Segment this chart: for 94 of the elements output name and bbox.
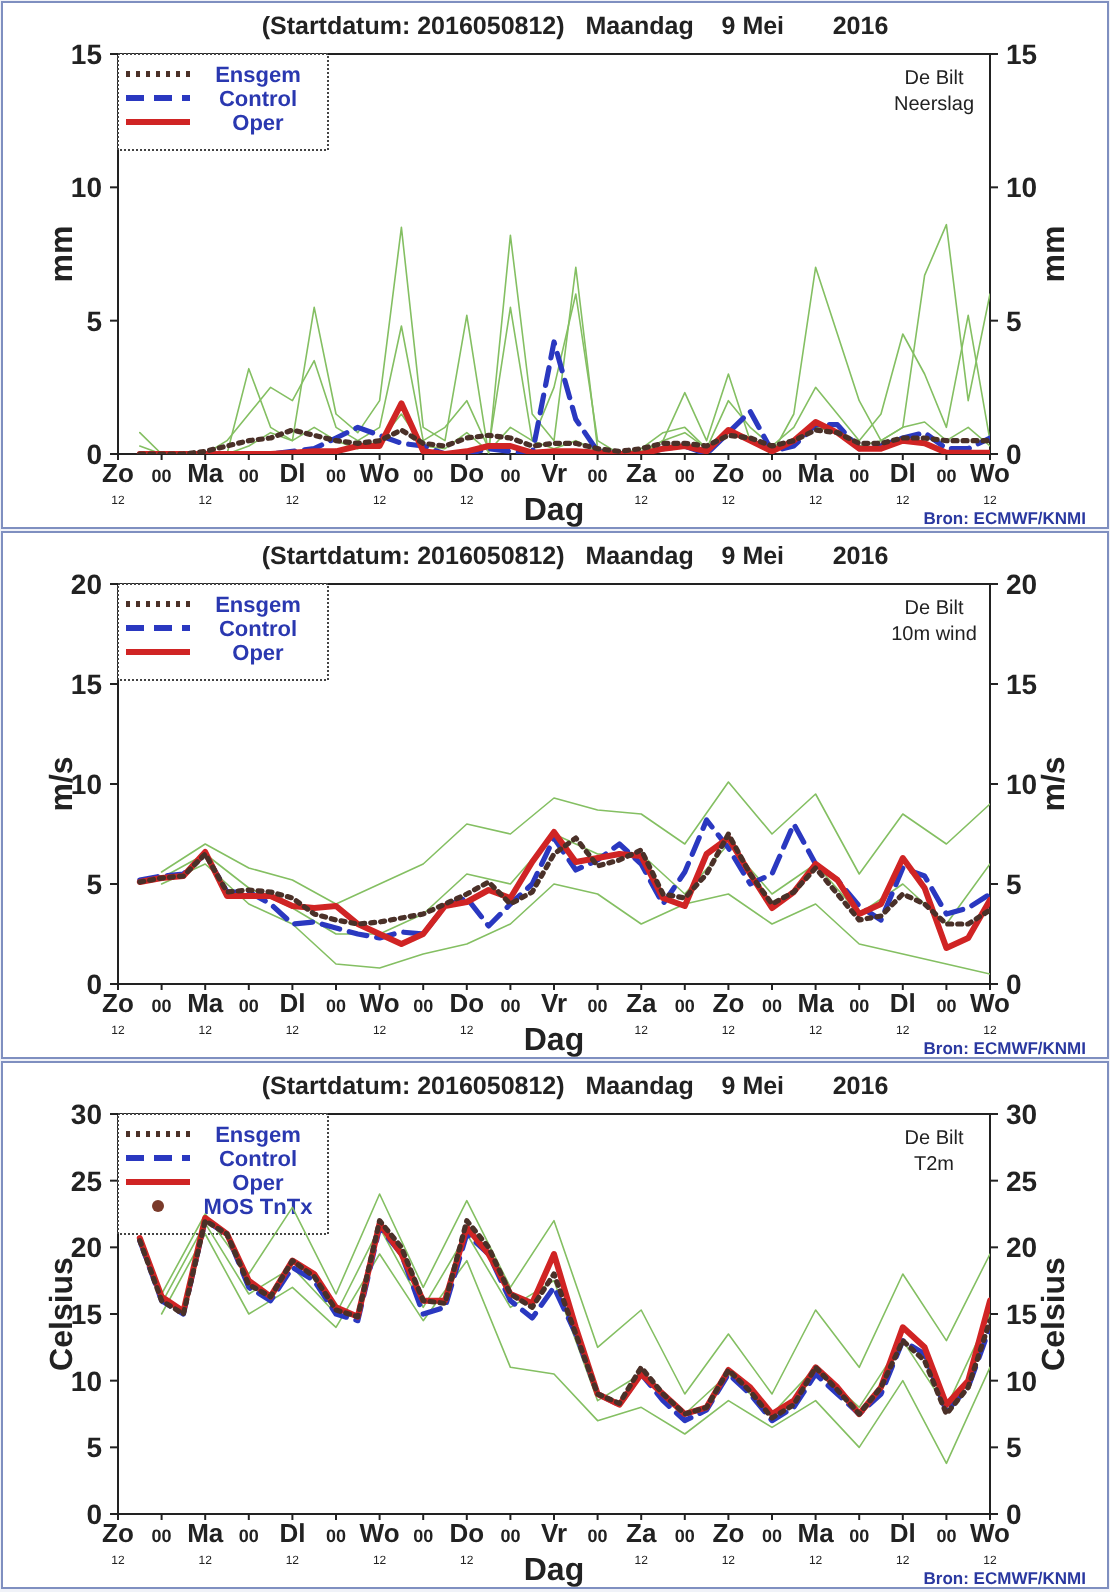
annotation: De Bilt — [904, 68, 964, 90]
y-tick-label: 0 — [86, 968, 103, 1000]
x-tick-label: 00 — [238, 996, 259, 1016]
y-tick-label: 10 — [70, 768, 103, 800]
y2-tick-label: 20 — [1006, 568, 1038, 600]
chart-title: (Startdatum: 2016050812) Maandag 9 Mei 2016 — [261, 542, 889, 570]
x-tick-label: 00 — [936, 466, 957, 486]
y-axis-title: mm — [46, 225, 80, 283]
y-tick-label: 5 — [86, 868, 103, 900]
y2-tick-label: 15 — [1006, 38, 1038, 70]
y-tick-label: 0 — [86, 438, 103, 470]
y2-axis-title: mm — [1038, 225, 1072, 283]
x-tick-label: 00 — [151, 1526, 172, 1546]
y2-tick-label: 15 — [1006, 1298, 1038, 1330]
annotation: 10m wind — [891, 624, 977, 646]
x-tick-label: 00 — [674, 466, 695, 486]
x-tick-label: 00 — [761, 1526, 783, 1546]
y-tick-label: 0 — [86, 1498, 103, 1530]
x-axis-title: Dag — [523, 494, 585, 528]
x-tick-label: 00 — [761, 996, 783, 1016]
x-tick-label: 00 — [936, 1526, 957, 1546]
y-tick-label: 10 — [70, 1364, 103, 1397]
x-tick-label: 00 — [413, 996, 434, 1016]
y-tick-label: 15 — [70, 38, 103, 70]
y-tick-label: 30 — [70, 1098, 103, 1130]
y2-tick-label: 30 — [1006, 1098, 1038, 1130]
legend-label: Oper — [232, 112, 286, 136]
x-tick-label: 00 — [151, 996, 172, 1016]
x-tick-label: 00 — [413, 1526, 434, 1546]
y2-tick-label: 10 — [1006, 1364, 1038, 1397]
y2-tick-label: 5 — [1006, 868, 1022, 900]
y2-tick-label: 25 — [1006, 1164, 1038, 1197]
x-tick-label: Vr — [540, 458, 568, 488]
annotation: Neerslag — [893, 94, 975, 116]
text: Bron: ECMWF/KNMI — [923, 1038, 1086, 1058]
x-tick-label: 00 — [761, 466, 783, 486]
x-tick-label: 00 — [500, 1526, 521, 1546]
x-tick-label: 00 — [936, 996, 957, 1016]
legend-label: Ensgem — [215, 64, 302, 88]
x-tick-label: 00 — [849, 1526, 870, 1546]
annotation: T2m — [914, 1154, 954, 1176]
y-tick-label: 15 — [70, 1298, 103, 1330]
y2-tick-label: 0 — [1006, 1498, 1022, 1530]
x-tick-label: 00 — [325, 466, 347, 486]
x-tick-label: 00 — [674, 1526, 695, 1546]
x-tick-label: 00 — [587, 466, 608, 486]
x-tick-label: 00 — [238, 466, 259, 486]
y2-axis-title: Celsius — [1038, 1256, 1072, 1371]
legend-label: Control — [218, 618, 298, 642]
y-tick-label: 20 — [70, 568, 103, 600]
x-tick-label: 00 — [587, 1526, 608, 1546]
y-tick-label: 5 — [86, 304, 103, 337]
x-axis-title: Dag — [523, 1554, 585, 1588]
legend-label: Control — [218, 1148, 298, 1172]
x-tick-label: 00 — [500, 466, 521, 486]
x-tick-label: 00 — [674, 996, 695, 1016]
x-tick-label: 00 — [325, 1526, 347, 1546]
x-tick-label: Vr — [540, 1518, 568, 1548]
x-tick-label: 00 — [238, 1526, 259, 1546]
y2-tick-label: 5 — [1006, 304, 1022, 337]
x-tick-label: 00 — [151, 466, 172, 486]
y-tick-label: 15 — [70, 668, 103, 700]
x-tick-label: 00 — [849, 466, 870, 486]
legend-label: Ensgem — [215, 594, 302, 618]
x-tick-label: 00 — [325, 996, 347, 1016]
annotation: De Bilt — [904, 1128, 964, 1150]
x-axis-title: Dag — [523, 1024, 585, 1058]
legend-label: Control — [218, 88, 298, 112]
legend-label: Oper — [232, 642, 286, 666]
y2-axis-title: m/s — [1038, 756, 1072, 812]
text: Bron: ECMWF/KNMI — [923, 508, 1086, 528]
y-tick-label: 25 — [70, 1164, 103, 1197]
y2-tick-label: 10 — [1006, 171, 1038, 204]
legend-label: MOS TnTx — [203, 1196, 315, 1220]
y2-tick-label: 0 — [1006, 438, 1022, 470]
y2-tick-label: 15 — [1006, 668, 1038, 700]
annotation: De Bilt — [904, 598, 964, 620]
x-tick-label: Vr — [540, 988, 568, 1018]
legend-label: Oper — [232, 1172, 286, 1196]
text: Bron: ECMWF/KNMI — [923, 1568, 1086, 1588]
y2-tick-label: 20 — [1006, 1231, 1038, 1264]
x-tick-label: 00 — [500, 996, 521, 1016]
y-tick-label: 5 — [86, 1431, 103, 1464]
x-tick-label: 00 — [413, 466, 434, 486]
chart-title: (Startdatum: 2016050812) Maandag 9 Mei 2016 — [261, 12, 889, 40]
y2-tick-label: 5 — [1006, 1431, 1022, 1464]
y2-tick-label: 0 — [1006, 968, 1022, 1000]
x-tick-label: 00 — [587, 996, 608, 1016]
x-tick-label: 00 — [849, 996, 870, 1016]
y-tick-label: 10 — [70, 171, 103, 204]
y2-tick-label: 10 — [1006, 768, 1038, 800]
chart-title: (Startdatum: 2016050812) Maandag 9 Mei 2016 — [261, 1072, 889, 1100]
y-tick-label: 20 — [70, 1231, 103, 1264]
legend-label: Ensgem — [215, 1124, 302, 1148]
